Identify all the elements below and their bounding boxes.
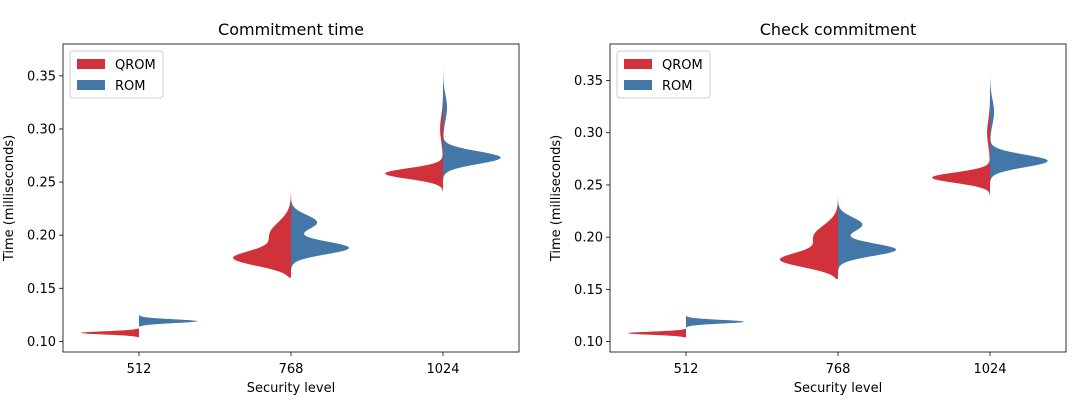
- y-tick-label: 0.30: [574, 126, 603, 141]
- legend: QROM ROM: [69, 50, 164, 99]
- chart-title: Check commitment: [760, 20, 917, 39]
- violin-qrom-1024: [385, 97, 443, 192]
- x-tick-label: 512: [674, 362, 699, 377]
- violin-rom-1024: [990, 51, 1048, 191]
- x-axis-label: Security level: [794, 381, 882, 396]
- violin-qrom-512: [628, 329, 686, 338]
- violin-qrom-768: [233, 179, 291, 278]
- legend-swatch-rom: [624, 80, 652, 90]
- y-tick-label: 0.10: [27, 335, 56, 350]
- y-tick-label: 0.25: [27, 176, 56, 191]
- legend-label-qrom: QROM: [662, 58, 703, 73]
- legend-swatch-qrom: [624, 59, 652, 69]
- legend: QROM ROM: [616, 50, 711, 99]
- violin-rom-1024: [443, 54, 501, 188]
- x-tick-label: 1024: [426, 362, 459, 377]
- x-tick-label: 512: [127, 362, 152, 377]
- y-axis-label: Time (milliseconds): [2, 135, 17, 262]
- legend-swatch-qrom: [77, 59, 105, 69]
- violin-rom-512: [139, 313, 197, 327]
- y-tick-label: 0.30: [27, 122, 56, 137]
- x-tick-label: 1024: [973, 362, 1006, 377]
- chart-panel-2: 0.10 0.15 0.20 0.25 0.30 0.35 512 768 1024 Check …: [549, 20, 1067, 396]
- violin-qrom-512: [81, 328, 139, 338]
- violin-rom-768: [291, 192, 349, 274]
- chart-panel-1: 0.10 0.15 0.20 0.25 0.30 0.35 512 768 1024 Commit…: [2, 20, 520, 396]
- y-tick-label: 0.35: [27, 69, 56, 84]
- legend-label-rom: ROM: [115, 79, 145, 94]
- y-tick-label: 0.10: [574, 335, 603, 350]
- violin-qrom-768: [780, 178, 838, 279]
- x-tick-label: 768: [279, 362, 304, 377]
- y-tick-label: 0.20: [27, 229, 56, 244]
- x-tick-label: 768: [826, 362, 851, 377]
- y-tick-label: 0.35: [574, 74, 603, 89]
- y-tick-label: 0.20: [574, 231, 603, 246]
- y-axis-label: Time (milliseconds): [549, 135, 564, 262]
- violin-qrom-1024: [932, 96, 990, 196]
- x-axis-label: Security level: [247, 381, 335, 396]
- y-tick-label: 0.15: [574, 283, 603, 298]
- violin-rom-768: [838, 189, 896, 275]
- legend-swatch-rom: [77, 80, 105, 90]
- legend-label-rom: ROM: [662, 79, 692, 94]
- legend-label-qrom: QROM: [115, 58, 156, 73]
- y-tick-label: 0.25: [574, 178, 603, 193]
- chart-title: Commitment time: [218, 20, 364, 39]
- violin-rom-512: [686, 315, 744, 328]
- y-tick-label: 0.15: [27, 282, 56, 297]
